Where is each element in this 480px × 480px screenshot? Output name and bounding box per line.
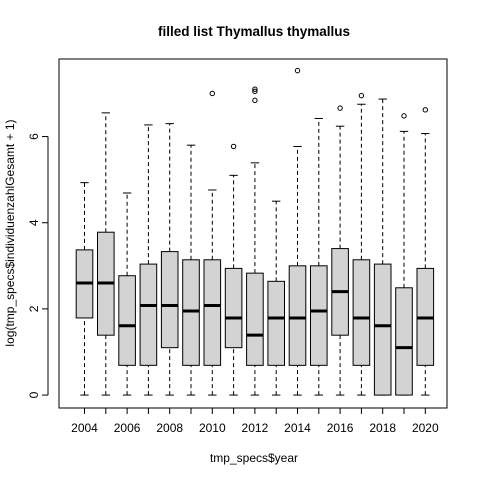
iqr-box bbox=[118, 275, 136, 366]
outlier-point bbox=[337, 105, 343, 111]
box-2007 bbox=[139, 124, 158, 396]
x-tick-label: 2020 bbox=[412, 421, 439, 435]
iqr-box bbox=[139, 263, 158, 366]
outlier-point bbox=[230, 143, 237, 150]
y-axis-label: log(tmp_specs$individuenzahlGesamt + 1) bbox=[3, 119, 17, 346]
y-axis: 0 2 4 6 bbox=[27, 133, 49, 398]
box-2020 bbox=[416, 107, 435, 396]
x-tick-label: 2008 bbox=[156, 421, 183, 435]
box-2008 bbox=[160, 123, 179, 396]
box-2004 bbox=[75, 182, 94, 396]
iqr-box bbox=[267, 280, 285, 366]
iqr-box bbox=[160, 251, 179, 349]
iqr-box bbox=[352, 259, 371, 366]
box-2014 bbox=[288, 67, 307, 396]
x-axis-label: tmp_specs$year bbox=[210, 451, 298, 465]
iqr-box bbox=[395, 287, 413, 396]
iqr-box bbox=[246, 272, 264, 366]
outlier-point bbox=[252, 88, 258, 95]
y-tick-label: 4 bbox=[27, 219, 41, 226]
box-2010 bbox=[203, 90, 222, 396]
outlier-point bbox=[252, 97, 258, 104]
box-2009 bbox=[182, 144, 200, 396]
iqr-box bbox=[373, 263, 392, 396]
iqr-box bbox=[288, 265, 307, 366]
x-tick-label: 2018 bbox=[369, 421, 396, 435]
x-tick-label: 2016 bbox=[327, 421, 354, 435]
x-tick-label: 2014 bbox=[284, 421, 311, 435]
x-tick-label: 2012 bbox=[242, 421, 269, 435]
box-2012 bbox=[246, 86, 264, 396]
box-2005 bbox=[97, 112, 115, 396]
box-2013 bbox=[267, 200, 285, 396]
y-tick-label: 6 bbox=[27, 133, 41, 140]
box-2015 bbox=[310, 117, 328, 396]
outlier-point bbox=[252, 86, 258, 92]
y-tick-label: 0 bbox=[27, 391, 41, 398]
iqr-box bbox=[224, 267, 243, 349]
iqr-box bbox=[310, 265, 328, 366]
iqr-box bbox=[182, 259, 200, 366]
x-axis: 2004 2006 2008 2010 2012 2014 2016 2018 2020 bbox=[71, 407, 439, 435]
x-tick-label: 2010 bbox=[199, 421, 226, 435]
boxes-layer bbox=[75, 67, 435, 396]
outlier-point bbox=[294, 67, 301, 74]
box-2019 bbox=[395, 113, 413, 396]
outlier-point bbox=[209, 90, 216, 97]
outlier-point bbox=[422, 107, 428, 113]
box-2016 bbox=[331, 105, 349, 396]
box-2018 bbox=[373, 98, 392, 396]
box-2006 bbox=[118, 192, 136, 396]
box-2011 bbox=[224, 143, 243, 396]
x-tick-label: 2004 bbox=[71, 421, 98, 435]
y-tick-label: 2 bbox=[27, 305, 41, 312]
outlier-point bbox=[401, 113, 407, 119]
box-2017 bbox=[352, 92, 371, 396]
x-tick-label: 2006 bbox=[114, 421, 141, 435]
iqr-box bbox=[203, 259, 222, 366]
outlier-point bbox=[358, 92, 365, 99]
chart-title: filled list Thymallus thymallus bbox=[158, 24, 350, 39]
